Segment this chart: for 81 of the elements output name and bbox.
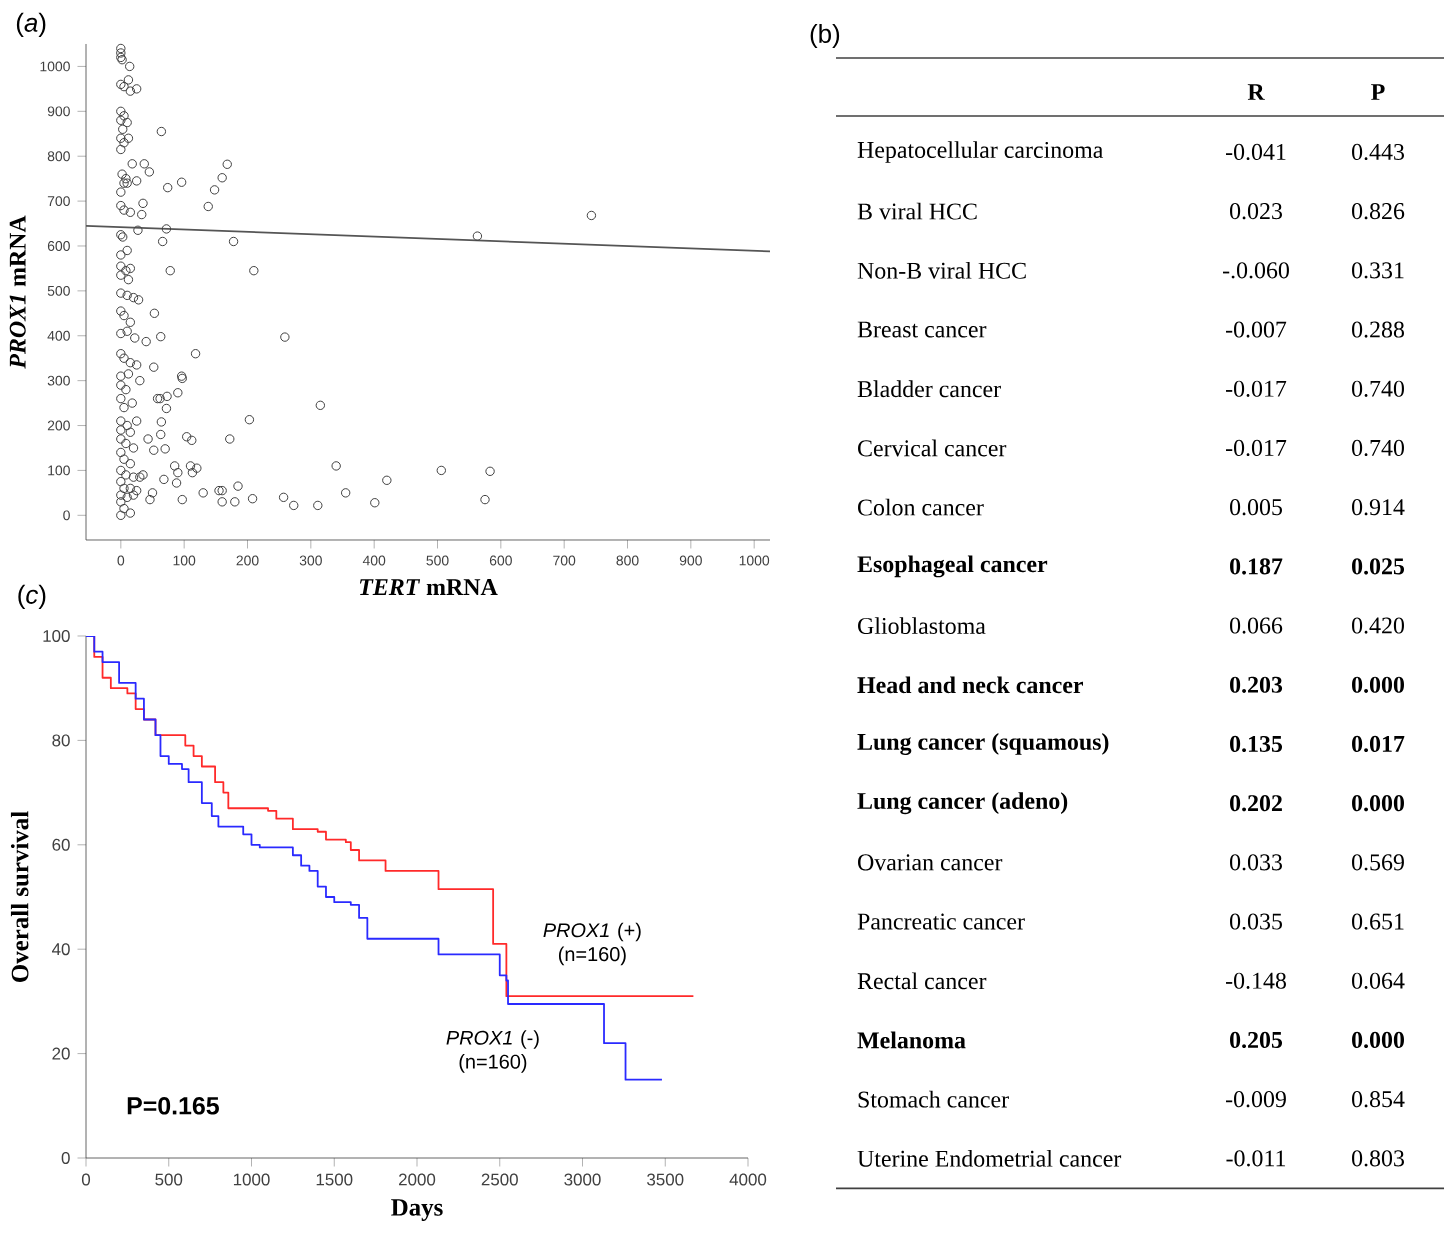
category-label: Lung cancer (squamous) [857, 733, 1109, 755]
category-label: Esophageal cancer [857, 555, 1048, 578]
category-label: Ovarian cancer [858, 854, 1003, 871]
text: P [1371, 84, 1385, 100]
data-label: 0.064 [1352, 972, 1405, 989]
series-label: PROX1 (+) (n=160) [543, 922, 641, 966]
data-label: -0.009 [1226, 1091, 1286, 1108]
chart-title: (a) [16, 12, 46, 37]
data-label: 0.569 [1352, 854, 1404, 871]
y-axis-title: PROX1 mRNA [9, 215, 26, 369]
x-tick-label: 2000 [399, 1173, 436, 1186]
data-label: -.0.060 [1223, 262, 1289, 279]
data-label: 0.288 [1352, 321, 1404, 338]
x-tick-label: 0 [81, 1173, 91, 1186]
data-label: 0.000 [1352, 676, 1404, 693]
data-label: 0.066 [1230, 617, 1283, 634]
text: (b) [810, 23, 840, 49]
chart-title: (c) [18, 584, 46, 610]
text: R [1247, 84, 1265, 100]
x-tick-label: 3500 [647, 1173, 684, 1186]
x-tick-label: 1000 [233, 1173, 270, 1186]
x-axis-title: TERT mRNA [359, 579, 498, 595]
series-label: PROX1 (-) (n=160) [446, 1030, 539, 1073]
data-label: 0.443 [1352, 143, 1404, 161]
x-tick-label: 500 [155, 1173, 183, 1186]
data-label: 0.826 [1352, 203, 1405, 220]
data-label: -0.148 [1226, 972, 1286, 989]
x-tick-label: 2500 [481, 1173, 518, 1186]
data-label: 0.203 [1230, 676, 1283, 693]
data-label: 0.420 [1352, 617, 1404, 634]
annotation: P=0.165 [127, 1096, 219, 1115]
y-tick-label: 40 [51, 943, 70, 956]
category-label: Breast cancer [857, 321, 987, 338]
y-tick-label: 80 [52, 734, 70, 747]
category-label: Hepatocellular carcinoma [857, 141, 1104, 163]
data-label: -0.017 [1226, 380, 1287, 397]
data-label: 0.033 [1230, 854, 1282, 871]
category-label: Cervical cancer [858, 439, 1007, 457]
y-tick-label: 100 [43, 630, 70, 642]
data-label: 0.025 [1352, 558, 1405, 575]
data-label: 0.740 [1352, 439, 1404, 457]
data-label: 0.803 [1352, 1150, 1404, 1167]
category-label: B viral HCC [857, 202, 977, 220]
data-label: 0.187 [1230, 558, 1283, 575]
category-label: Rectal cancer [857, 972, 987, 990]
data-label: 0.135 [1230, 735, 1283, 753]
category-label: Non-B viral HCC [857, 261, 1026, 279]
category-label: Melanoma [857, 1031, 966, 1049]
category-label: Pancreatic cancer [857, 913, 1025, 930]
data-label: 0.000 [1352, 795, 1404, 812]
data-label: 0.740 [1352, 380, 1404, 397]
y-axis-title: Overall survival [10, 811, 29, 982]
data-label: 0.000 [1352, 1031, 1404, 1049]
data-label: 0.651 [1352, 913, 1404, 930]
category-label: Head and neck cancer [857, 676, 1084, 694]
data-label: 0.202 [1230, 795, 1282, 812]
category-label: Bladder cancer [857, 380, 1001, 398]
y-tick-label: 60 [52, 838, 70, 851]
data-label: 0.205 [1230, 1031, 1283, 1049]
data-label: 0.017 [1352, 735, 1405, 753]
x-tick-label: 3000 [564, 1173, 601, 1186]
category-label: Colon cancer [858, 498, 984, 516]
y-tick-label: 20 [52, 1047, 70, 1060]
data-label: -0.041 [1226, 143, 1286, 161]
category-label: Stomach cancer [858, 1090, 1009, 1108]
x-axis-title: Days [391, 1199, 443, 1221]
data-label: -0.011 [1226, 1150, 1286, 1167]
data-label: 0.914 [1352, 499, 1405, 516]
data-label: -0.007 [1226, 321, 1287, 338]
data-label: 0.023 [1230, 203, 1282, 220]
data-label: 0.331 [1352, 262, 1404, 279]
x-tick-label: 4000 [729, 1173, 767, 1186]
category-label: Uterine Endometrial cancer [857, 1149, 1122, 1167]
category-label: Glioblastoma [858, 617, 986, 634]
x-tick-label: 1500 [316, 1173, 353, 1186]
data-label: 0.035 [1230, 913, 1282, 930]
data-label: 0.005 [1230, 499, 1282, 516]
category-label: Lung cancer (adeno) [857, 792, 1068, 815]
data-label: -0.017 [1226, 439, 1287, 457]
data-label: 0.854 [1352, 1091, 1405, 1108]
y-tick-label: 0 [61, 1152, 70, 1164]
